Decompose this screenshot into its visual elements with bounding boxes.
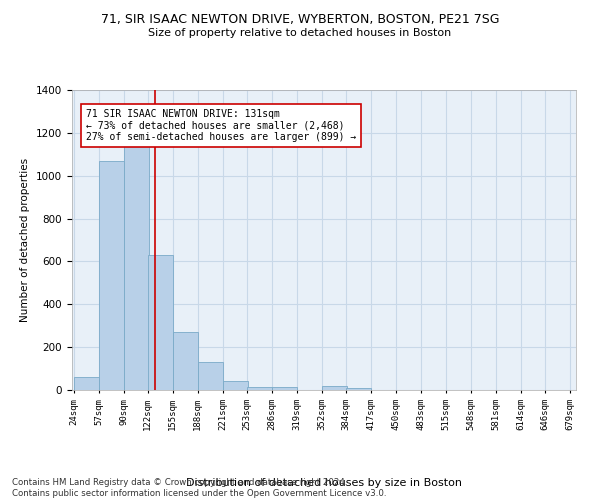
Text: Contains HM Land Registry data © Crown copyright and database right 2024.
Contai: Contains HM Land Registry data © Crown c…: [12, 478, 386, 498]
Bar: [173, 332, 198, 390]
Bar: [74, 377, 98, 390]
Bar: [223, 382, 248, 390]
Bar: [346, 388, 371, 390]
X-axis label: Distribution of detached houses by size in Boston: Distribution of detached houses by size …: [186, 478, 462, 488]
Y-axis label: Number of detached properties: Number of detached properties: [20, 158, 31, 322]
Text: 71 SIR ISAAC NEWTON DRIVE: 131sqm
← 73% of detached houses are smaller (2,468)
2: 71 SIR ISAAC NEWTON DRIVE: 131sqm ← 73% …: [86, 110, 356, 142]
Bar: [272, 387, 297, 390]
Bar: [322, 386, 347, 390]
Text: 71, SIR ISAAC NEWTON DRIVE, WYBERTON, BOSTON, PE21 7SG: 71, SIR ISAAC NEWTON DRIVE, WYBERTON, BO…: [101, 12, 499, 26]
Bar: [148, 255, 173, 390]
Bar: [124, 126, 149, 390]
Text: Size of property relative to detached houses in Boston: Size of property relative to detached ho…: [148, 28, 452, 38]
Bar: [198, 362, 223, 390]
Bar: [247, 387, 272, 390]
Bar: [98, 160, 124, 390]
